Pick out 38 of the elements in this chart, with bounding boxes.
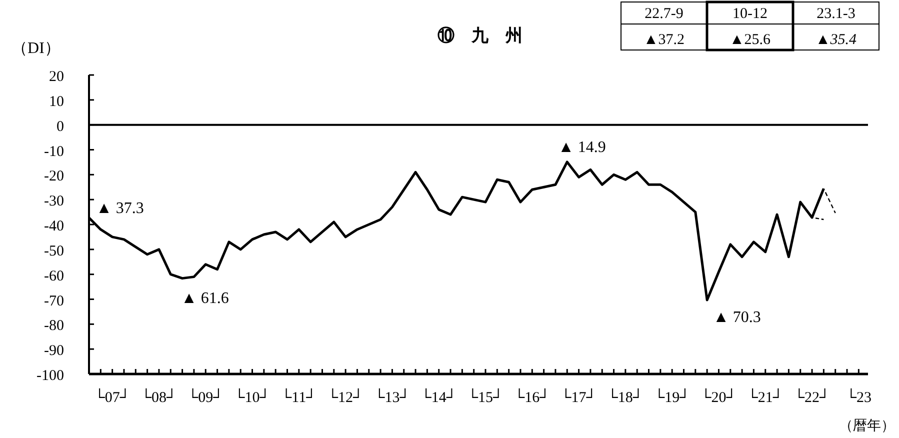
x-tick-label: └14┘ <box>420 388 457 406</box>
x-tick-label: └20┘ <box>700 388 737 406</box>
x-tick-label: └22┘ <box>794 388 830 406</box>
y-tick-label: -70 <box>44 293 64 310</box>
y-tick-label: -10 <box>44 144 64 160</box>
y-tick-label: -50 <box>44 243 64 260</box>
x-tick-label: └19┘ <box>654 388 690 406</box>
x-tick-label: └17┘ <box>560 388 597 406</box>
x-tick-label: └15┘ <box>467 388 504 406</box>
x-tick-label: └23 <box>846 388 872 406</box>
y-axis-title: （DI） <box>12 40 60 57</box>
x-tick-label: └10┘ <box>234 388 270 406</box>
x-tick-label: └08┘ <box>140 388 178 406</box>
y-tick-label: -80 <box>44 318 64 334</box>
annotation: ▲ 70.3 <box>713 309 761 326</box>
y-tick-label: -20 <box>44 168 64 185</box>
y-tick-label: 10 <box>49 94 64 110</box>
x-tick-label: └09┘ <box>187 388 224 406</box>
annotation: ▲ 14.9 <box>558 139 606 156</box>
annotation: ▲ 61.6 <box>181 290 229 307</box>
x-tick-label: └13┘ <box>374 388 410 406</box>
y-tick-label: -40 <box>44 218 64 234</box>
x-tick-label: └21┘ <box>747 388 784 406</box>
y-tick-label: 20 <box>49 69 64 85</box>
x-tick-label: └12┘ <box>327 388 364 406</box>
y-tick-label: -100 <box>36 368 64 384</box>
table: 22.7-9 10-12 23.1-3 ▲37.2 ▲25.6 ▲35.4 <box>620 0 880 52</box>
annotation: ▲ 37.3 <box>96 200 144 217</box>
chart-title: ⑩ 九 州 <box>438 26 522 45</box>
y-tick-label: -60 <box>44 268 64 284</box>
y-tick-label: -90 <box>44 343 64 360</box>
x-axis-title: （暦年） <box>839 418 895 434</box>
y-tick-label: -30 <box>44 194 64 210</box>
x-tick-label: └11┘ <box>281 388 317 406</box>
x-tick-label: └16┘ <box>514 388 550 406</box>
x-tick-label: └07┘ <box>94 388 130 406</box>
x-tick-label: └18┘ <box>607 388 644 406</box>
y-tick-label: 0 <box>56 118 64 135</box>
